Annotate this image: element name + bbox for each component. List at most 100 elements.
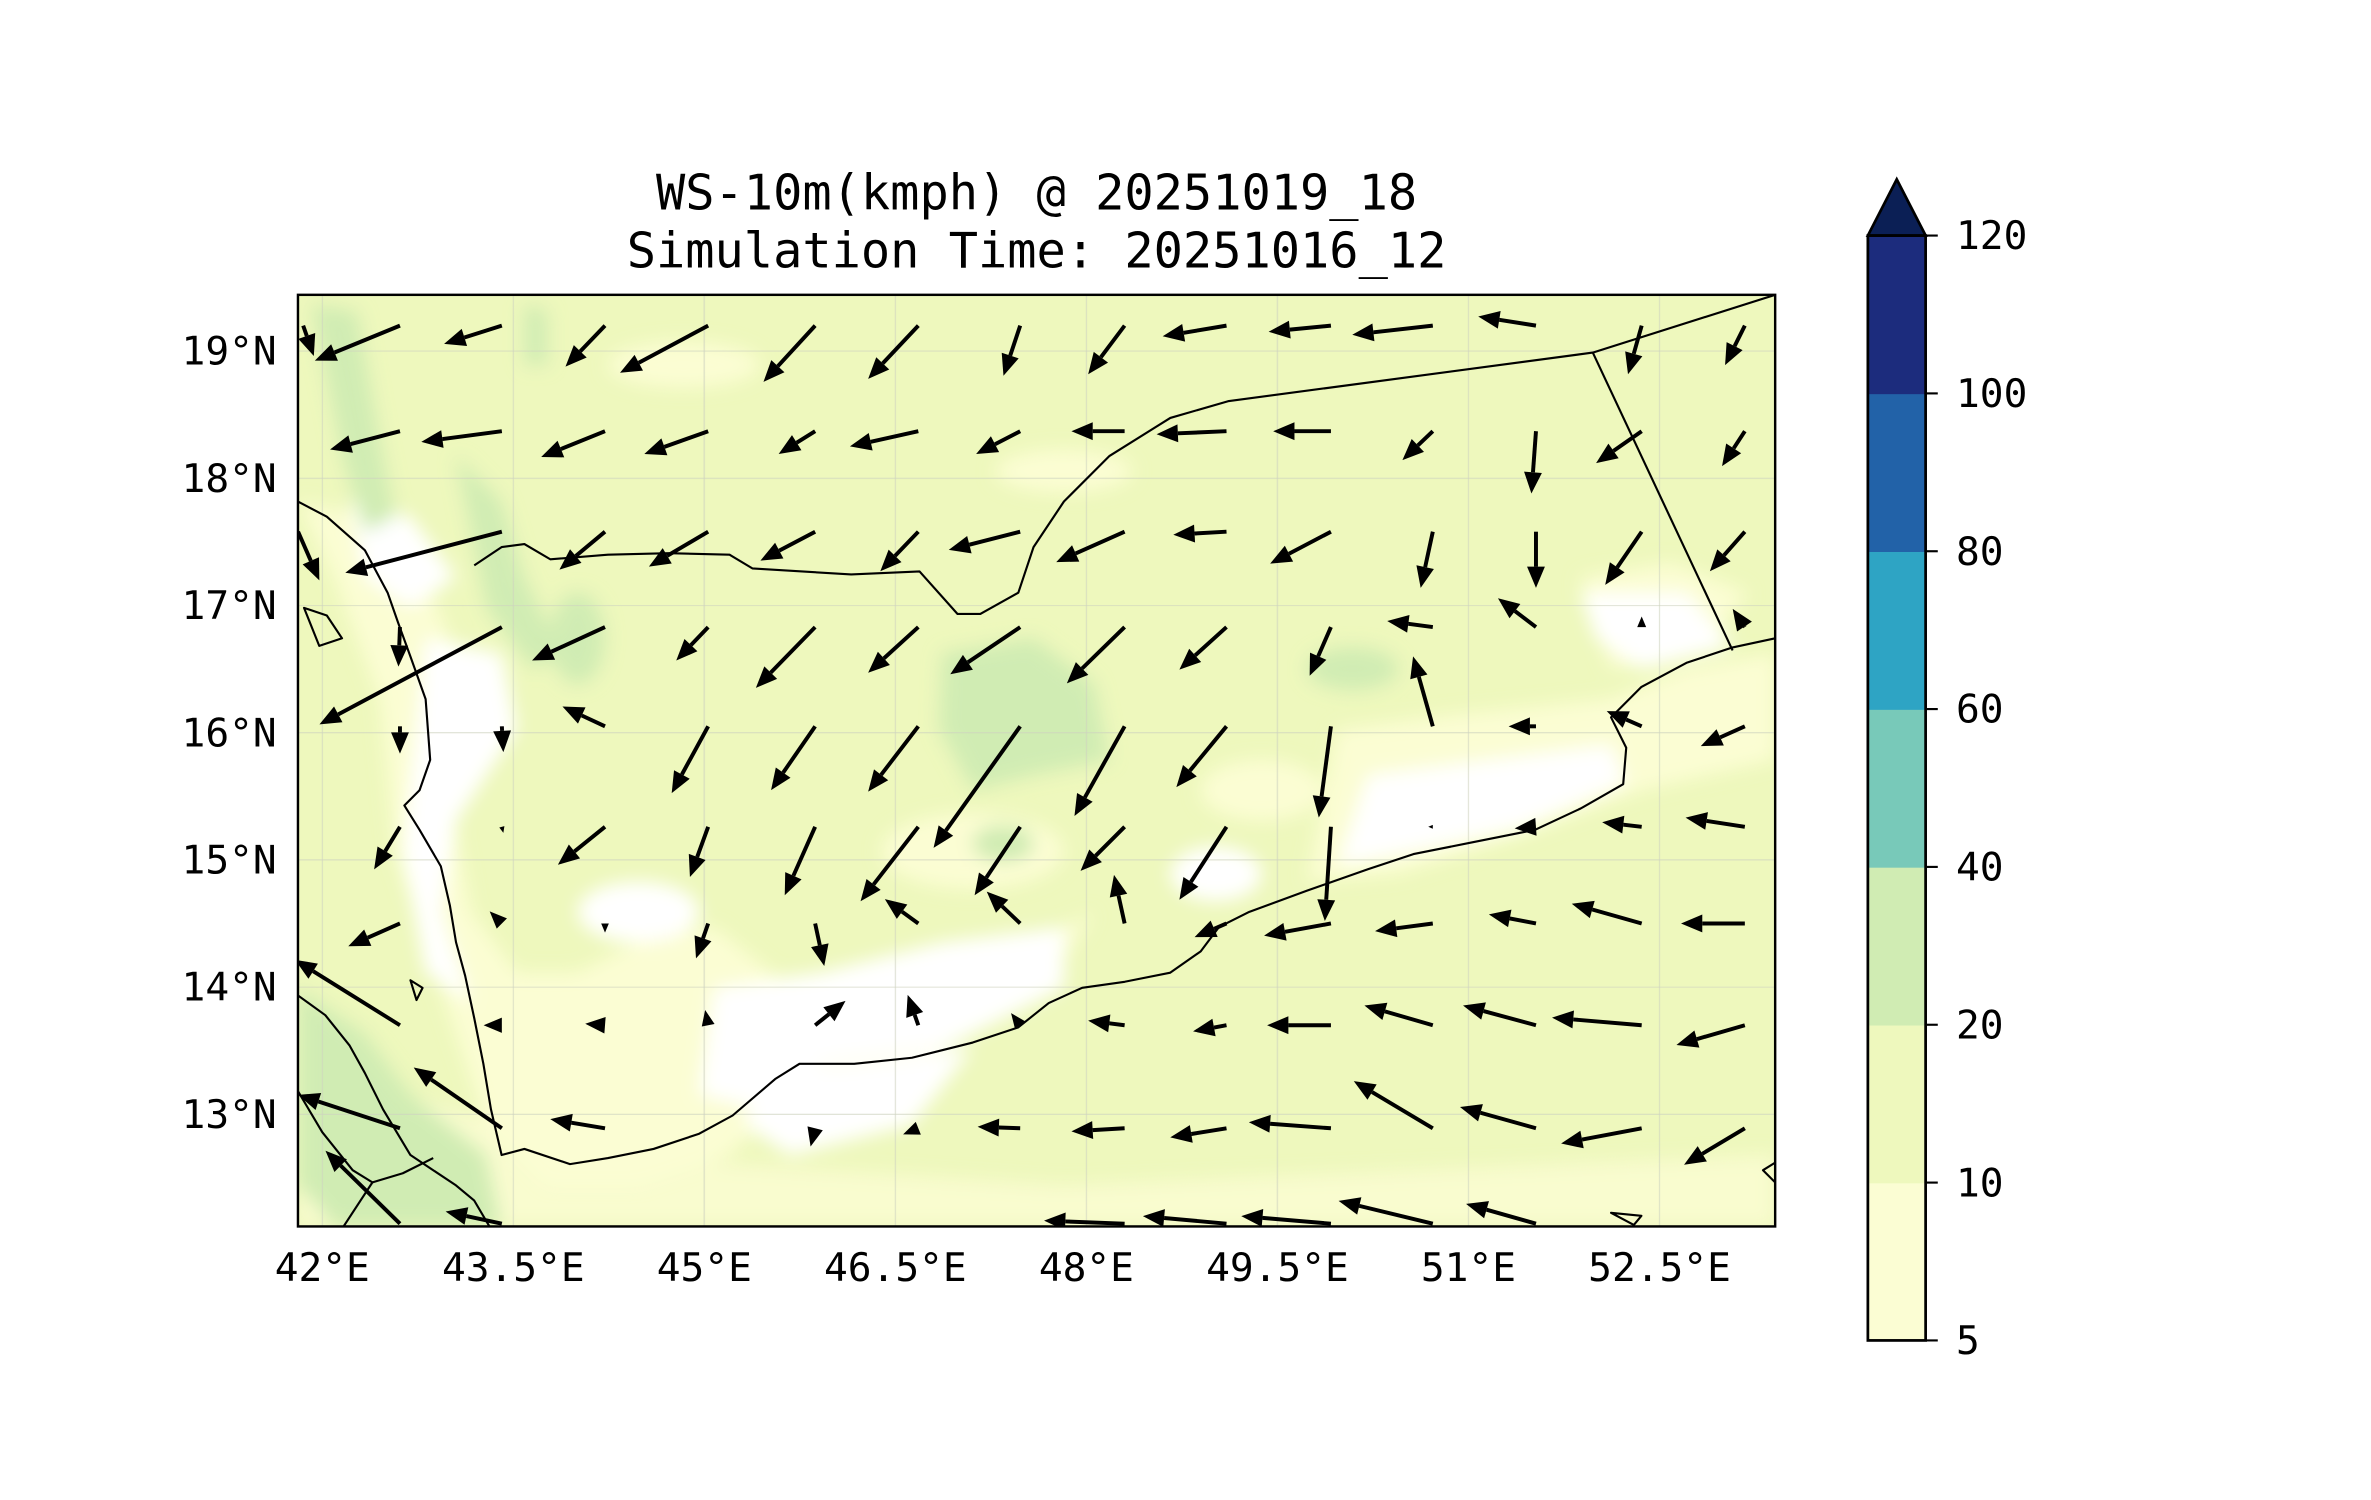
wind-arrow-head [1410,656,1428,680]
wind-arrow-shaft [312,969,402,1027]
wind-arrow [1725,324,1747,366]
wind-arrow-shaft [695,826,711,858]
wind-arrow-head [1524,471,1542,494]
wind-arrow [1088,1014,1125,1033]
wind-arrow-shaft [1696,1023,1746,1041]
wind-arrow [1605,530,1644,585]
wind-arrow [489,911,507,929]
wind-arrow-shaft [550,625,606,654]
wind-arrow [778,429,817,454]
wind-arrow-head [1514,817,1537,836]
wind-arrow-head [986,891,1009,913]
wind-arrow-head [1142,1209,1165,1227]
wind-arrow-head [1338,1197,1362,1215]
wind-arrow [1596,429,1643,464]
wind-arrow [390,627,409,667]
wind-arrow [1173,524,1227,543]
wind-arrow [1193,1018,1227,1037]
wind-arrow [1194,920,1228,938]
wind-arrow-shaft [1416,676,1435,727]
wind-arrow [493,726,512,753]
wind-arrow [1552,1010,1642,1029]
wind-arrow [1071,422,1125,441]
colorbar-extend-arrow [1865,176,1928,237]
colorbar-tick-label: 80 [1956,529,2004,575]
wind-arrow [1416,531,1435,588]
x-tick-label: 42°E [275,1245,370,1291]
wind-arrow-shaft [795,429,817,445]
wind-arrow [585,1016,606,1034]
wind-arrow [701,1010,715,1027]
x-tick-label: 43.5°E [442,1245,585,1291]
wind-arrow [755,625,817,688]
wind-arrow [325,1150,402,1226]
wind-arrow [977,1118,1021,1137]
wind-arrow-head [648,548,672,567]
wind-arrow-shaft [1591,907,1643,926]
wind-arrow-head [1478,310,1501,329]
wind-arrow-shaft [1262,1215,1332,1226]
wind-arrow-shaft [781,725,817,774]
wind-arrow-head [1571,900,1595,919]
wind-arrow-head [413,1067,437,1087]
wind-arrow-head [550,1113,573,1132]
wind-arrow [694,922,712,959]
wind-arrow-head [1193,1018,1216,1037]
wind-arrow-head [771,767,791,791]
x-tick-label: 45°E [657,1245,752,1291]
wind-arrow [1080,825,1127,871]
wind-arrow-head [493,730,512,753]
wind-arrow [319,625,503,725]
wind-arrow-head [1725,342,1743,366]
wind-arrow-shaft [966,625,1022,664]
wind-arrow-head [391,732,409,754]
wind-arrow [413,1067,503,1130]
y-tick-label: 19°N [182,329,277,375]
wind-arrow-head [676,638,698,661]
wind-arrow-shaft [1316,626,1333,658]
wind-arrow [297,960,402,1027]
wind-arrow-head [1552,1010,1574,1029]
wind-arrow [880,530,920,572]
wind-arrow-shaft [1074,529,1126,556]
wind-arrow-shaft [1194,529,1227,536]
y-tick-label: 14°N [182,965,277,1011]
wind-arrow [813,1000,846,1027]
wind-arrow-head [1684,1146,1707,1165]
wind-arrow-head [1270,545,1294,564]
wind-arrow-shaft [1509,916,1537,926]
wind-arrow-shaft [1000,904,1022,925]
wind-arrow [1088,324,1127,375]
wind-arrow-head [807,1126,823,1147]
wind-arrow-shaft [1080,625,1126,670]
wind-arrow [1709,530,1747,572]
wind-arrow [483,1017,502,1033]
wind-arrow [1685,812,1746,830]
wind-arrow [348,921,401,947]
wind-arrow [1001,324,1023,376]
wind-arrow [1527,531,1545,588]
colorbar-tick-label: 5 [1956,1318,1980,1364]
wind-arrow [1267,1016,1331,1035]
wind-arrow-head [483,1017,502,1033]
wind-arrow [1684,1126,1746,1165]
wind-arrow-shaft [666,529,710,558]
wind-arrow-shaft [1213,921,1228,931]
wind-arrow-shaft [1109,1021,1125,1028]
wind-arrow [784,826,817,896]
wind-arrow-shaft [1008,324,1023,357]
wind-arrow-head [1109,874,1128,898]
wind-arrow [1142,1209,1227,1227]
wind-arrow-shaft [339,1164,402,1226]
wind-arrow [868,625,920,673]
colorbar-tick-label: 20 [1956,1002,2004,1048]
wind-arrow-head [784,872,802,896]
wind-arrow-shaft [1416,429,1435,447]
wind-arrow-head [1387,614,1410,633]
wind-arrow [1637,616,1647,628]
wind-arrow-head [1162,323,1186,342]
wind-arrow-shaft [882,625,920,660]
wind-arrow-head [763,360,785,382]
wind-arrow [1676,1023,1746,1048]
wind-arrow-head [1071,422,1093,441]
